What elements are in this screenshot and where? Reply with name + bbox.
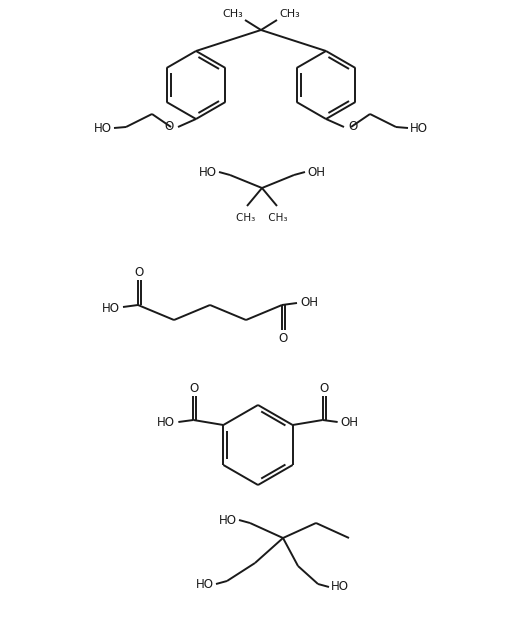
Text: HO: HO — [331, 581, 349, 594]
Text: O: O — [190, 381, 199, 394]
Text: CH₃    CH₃: CH₃ CH₃ — [236, 213, 288, 223]
Text: O: O — [348, 121, 357, 134]
Text: O: O — [134, 266, 144, 279]
Text: HO: HO — [410, 121, 428, 134]
Text: O: O — [319, 381, 328, 394]
Text: HO: HO — [199, 166, 217, 179]
Text: OH: OH — [300, 296, 318, 309]
Text: HO: HO — [157, 416, 176, 429]
Text: OH: OH — [307, 166, 325, 179]
Text: OH: OH — [341, 416, 358, 429]
Text: HO: HO — [196, 578, 214, 591]
Text: CH₃: CH₃ — [222, 9, 243, 19]
Text: HO: HO — [94, 121, 112, 134]
Text: O: O — [165, 121, 174, 134]
Text: O: O — [278, 331, 288, 344]
Text: CH₃: CH₃ — [279, 9, 300, 19]
Text: HO: HO — [219, 514, 237, 526]
Text: HO: HO — [102, 301, 120, 314]
